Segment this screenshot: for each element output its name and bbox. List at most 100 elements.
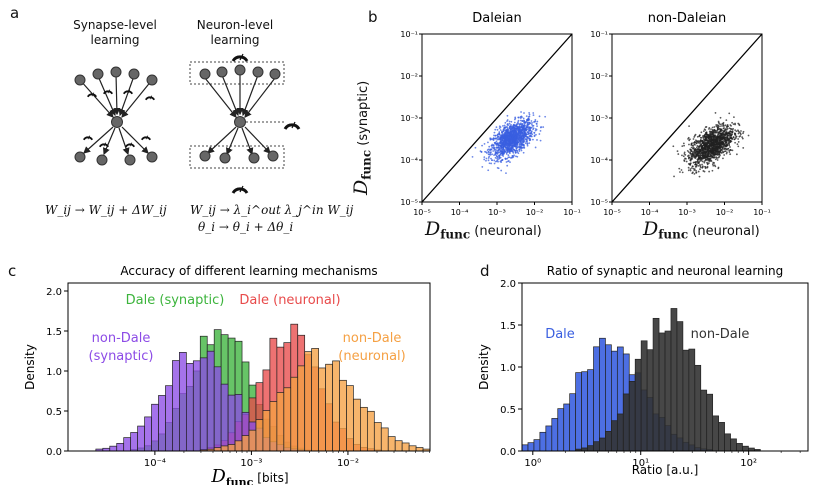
scatter-point (723, 129, 726, 132)
scatter-point (485, 157, 488, 160)
scatter-point (697, 152, 699, 155)
scatter-point (720, 133, 723, 135)
label-dale-synaptic: Dale (synaptic) (126, 293, 225, 308)
scatter-point (687, 136, 690, 139)
scatter-point (491, 159, 493, 162)
scatter-point (526, 125, 529, 128)
scatter-point (718, 153, 721, 156)
scatter-point (721, 143, 724, 146)
scatter-point (516, 123, 518, 126)
histogram-bar (742, 445, 749, 452)
histogram-bar (220, 445, 229, 452)
scatter-point (511, 150, 514, 153)
scatter-point (696, 135, 699, 138)
scatter-point (471, 155, 474, 158)
scatter-point (673, 175, 675, 178)
histogram-bar (611, 420, 618, 452)
scatter-point (697, 165, 700, 167)
scatter-point (702, 138, 705, 141)
histogram-bar (130, 432, 138, 452)
x-tick-label: 10⁻⁴ (641, 208, 659, 217)
scatter-point (494, 137, 497, 140)
scatter-point (509, 135, 512, 138)
scatter-point (528, 135, 531, 137)
histogram-bar (622, 393, 630, 452)
scatter-point (522, 117, 525, 120)
scatter-point (496, 134, 499, 137)
scatter-point (694, 143, 696, 146)
y-tick-label: 2.0 (46, 287, 62, 298)
scatter-point (496, 157, 499, 160)
y-tick-label: 10⁻⁵ (400, 198, 418, 207)
scatter-point (703, 148, 706, 151)
histogram-bar (599, 437, 606, 452)
scatter-point (522, 134, 525, 137)
scatter-point (513, 129, 515, 132)
scatter-point (542, 126, 545, 128)
scatter-point (503, 136, 506, 139)
scatter-point (723, 136, 726, 138)
scatter-point (498, 154, 501, 157)
scatter-point (519, 139, 521, 142)
scatter-point (493, 162, 496, 165)
scatter-point (717, 167, 720, 170)
histogram-bar (151, 403, 159, 452)
scatter-point (703, 136, 706, 139)
scatter-point (513, 124, 516, 127)
scatter-point (483, 158, 486, 161)
histogram-bar (415, 447, 424, 452)
scatter-point (523, 112, 525, 114)
scatter-point (714, 147, 716, 150)
panel-c-letter: c (8, 262, 17, 280)
scatter-point (505, 130, 507, 133)
scatter-point (495, 149, 498, 152)
scatter-point (709, 146, 711, 149)
scatter-point (703, 160, 706, 162)
scatter-point (516, 137, 519, 140)
scatter-point (700, 131, 703, 134)
scatter-point (700, 136, 702, 139)
y-tick-label: 10⁻⁵ (590, 198, 608, 207)
scatter-point (522, 151, 525, 154)
y-tick-label: 10⁻³ (590, 114, 608, 123)
scatter-point (528, 130, 531, 132)
scatter-point (725, 139, 728, 142)
scatter-point (518, 133, 521, 135)
scatter-point (508, 148, 511, 151)
scatter-point (531, 125, 534, 127)
scatter-point (499, 138, 502, 141)
panel-b-xlabel-right: Dfunc (neuronal) (643, 218, 760, 242)
scatter-point (732, 127, 734, 130)
scatter-point (709, 138, 712, 141)
scatter-point (705, 135, 708, 138)
scatter-point (702, 170, 705, 172)
synapse-title-line-1: Synapse-level (73, 18, 157, 32)
scatter-point (495, 140, 498, 143)
scatter-point (715, 136, 718, 139)
scatter-point (714, 158, 717, 161)
scatter-point (712, 161, 715, 164)
x-tick-label: 10⁻³ (240, 458, 262, 469)
scatter-point (728, 112, 731, 115)
scatter-point (509, 128, 512, 131)
scatter-point (494, 134, 497, 137)
scatter-point (698, 152, 701, 154)
scatter-point (734, 129, 737, 131)
scatter-point (729, 146, 731, 148)
histogram-bar (557, 408, 565, 452)
scatter-point (701, 149, 704, 152)
scatter-point (726, 137, 729, 140)
histogram-bar (311, 348, 319, 452)
scatter-point (489, 148, 492, 151)
scatter-point (696, 160, 699, 163)
scatter-point (511, 149, 514, 152)
histogram-bar (646, 349, 654, 452)
scatter-point (737, 132, 740, 135)
scatter-point (706, 138, 709, 141)
scatter-point (506, 114, 509, 117)
scatter-point (734, 123, 737, 126)
scatter-point (528, 137, 531, 140)
scatter-point (505, 172, 507, 175)
scatter-point (504, 121, 507, 124)
scatter-point (510, 124, 512, 126)
